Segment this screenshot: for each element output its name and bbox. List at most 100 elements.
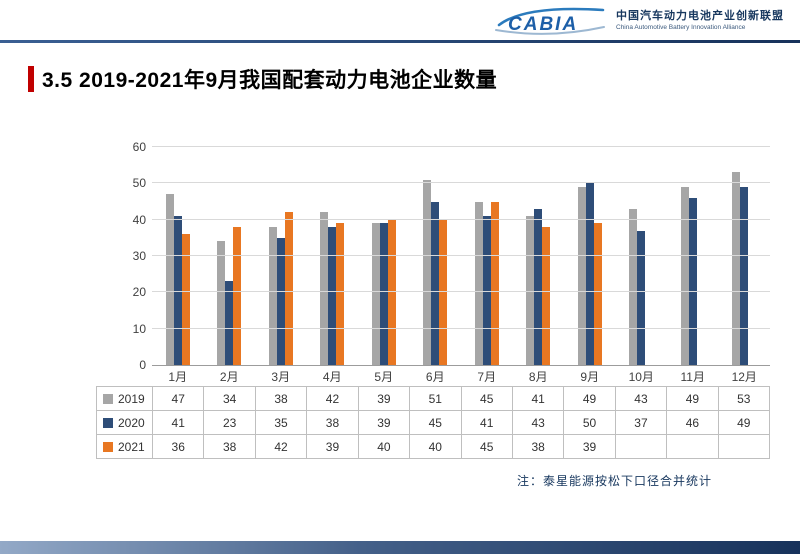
- legend-label-2020: 2020: [118, 415, 145, 430]
- bar-2020-9月: [585, 183, 594, 365]
- org-name-cn: 中国汽车动力电池产业创新联盟: [616, 10, 784, 23]
- x-axis-label-7月: 7月: [477, 369, 497, 384]
- x-axis-label-8月: 8月: [528, 369, 548, 384]
- header: CABIA 中国汽车动力电池产业创新联盟 China Automotive Ba…: [0, 0, 800, 40]
- table-value-2020-11月: 46: [667, 411, 719, 435]
- bar-group-3月: [255, 148, 307, 365]
- table-value-2020-5月: 39: [358, 411, 411, 435]
- page-title: 3.5 2019-2021年9月我国配套动力电池企业数量: [42, 69, 498, 92]
- legend-swatch-2019: [103, 393, 113, 404]
- bar-group-8月: [513, 148, 565, 365]
- table-value-2021-9月: 39: [564, 435, 616, 459]
- table-value-2019-6月: 51: [410, 387, 462, 411]
- bar-2020-3月: [276, 237, 285, 365]
- table-value-2021-2月: 38: [204, 435, 256, 459]
- bar-2019-9月: [577, 186, 586, 365]
- x-axis-label-9月: 9月: [580, 369, 600, 384]
- table-value-2021-8月: 38: [512, 435, 565, 459]
- bar-2020-8月: [534, 208, 543, 365]
- y-axis-tick-50: 50: [132, 176, 146, 191]
- bar-group-12月: [719, 148, 771, 365]
- bar-group-5月: [358, 148, 410, 365]
- bar-2019-3月: [268, 226, 277, 365]
- gridline-60: [152, 146, 770, 147]
- bar-2019-4月: [320, 212, 329, 365]
- title-row: 3.5 2019-2021年9月我国配套动力电池企业数量: [28, 64, 497, 94]
- table-value-2020-10月: 37: [615, 411, 668, 435]
- table-value-2019-5月: 39: [358, 387, 411, 411]
- table-value-2019-8月: 41: [512, 387, 565, 411]
- y-axis-tick-30: 30: [132, 249, 146, 263]
- gridline-30: [152, 255, 770, 256]
- gridline-10: [152, 327, 770, 329]
- org-name-en: China Automotive Battery Innovation Alli…: [616, 23, 746, 31]
- bar-2020-5月: [379, 223, 388, 365]
- bar-groups: [152, 148, 770, 365]
- legend-2021: 2021: [97, 435, 153, 459]
- bar-2021-7月: [490, 201, 499, 365]
- bar-2020-11月: [688, 197, 697, 365]
- legend-2020: 2020: [97, 411, 153, 435]
- plot-area: 0 10 20 30 40 50 60: [133, 140, 770, 372]
- table-value-2019-9月: 49: [564, 387, 616, 411]
- bar-2019-12月: [732, 172, 741, 365]
- x-axis-label-5月: 5月: [374, 369, 394, 384]
- table-value-2019-2月: 34: [204, 387, 256, 411]
- bar-2019-10月: [629, 208, 638, 365]
- bar-group-4月: [307, 148, 359, 365]
- bar-2019-11月: [680, 186, 689, 365]
- legend-swatch-2020: [103, 417, 113, 428]
- table-value-2021-12月: [718, 435, 770, 459]
- y-axis-tick-20: 20: [132, 285, 146, 300]
- table-value-2021-3月: 42: [255, 435, 308, 459]
- bar-2019-8月: [526, 216, 535, 365]
- logo-text: CABIA: [508, 14, 578, 35]
- bar-2020-7月: [482, 216, 491, 365]
- x-axis-label-12月: 12月: [731, 369, 757, 384]
- gridline-40: [152, 218, 770, 220]
- x-axis-label-2月: 2月: [219, 369, 239, 384]
- bar-group-11月: [667, 148, 719, 365]
- table-value-2020-1月: 41: [153, 411, 205, 435]
- bar-group-6月: [410, 148, 462, 365]
- bar-2021-9月: [593, 223, 602, 365]
- y-axis-tick-0: 0: [139, 358, 146, 372]
- table-value-2021-6月: 40: [410, 435, 462, 459]
- legend-2019: 2019: [97, 387, 153, 411]
- bar-group-2月: [204, 148, 256, 365]
- gridline-50: [152, 182, 770, 184]
- table-value-2019-3月: 38: [255, 387, 308, 411]
- bar-2019-1月: [165, 194, 174, 365]
- bar-2021-1月: [181, 234, 190, 365]
- table-value-2021-5月: 40: [358, 435, 411, 459]
- table-value-2020-2月: 23: [204, 411, 256, 435]
- title-accent-bar: [28, 66, 34, 92]
- bar-2020-4月: [328, 226, 337, 365]
- table-value-2021-4月: 39: [307, 435, 359, 459]
- header-divider: [0, 40, 800, 43]
- chart-data-table: 2019 47 34 38 42 39 51 45 41 49 43 49 53 2020 41 23 35 38…: [96, 386, 770, 459]
- legend-label-2021: 2021: [118, 439, 145, 454]
- legend-swatch-2021: [103, 441, 113, 452]
- bar-group-10月: [616, 148, 668, 365]
- y-axis-tick-60: 60: [132, 140, 146, 154]
- table-value-2020-12月: 49: [718, 411, 770, 435]
- table-value-2020-4月: 38: [307, 411, 359, 435]
- table-value-2019-4月: 42: [307, 387, 359, 411]
- table-value-2019-1月: 47: [153, 387, 205, 411]
- x-axis-label-11月: 11月: [680, 369, 705, 384]
- bar-2019-6月: [423, 179, 432, 365]
- table-value-2021-11月: [667, 435, 719, 459]
- x-axis-label-4月: 4月: [322, 369, 342, 384]
- table-value-2019-10月: 43: [615, 387, 668, 411]
- logo-block: CABIA 中国汽车动力电池产业创新联盟 China Automotive Ba…: [491, 4, 784, 38]
- x-axis-label-6月: 6月: [425, 369, 445, 384]
- bar-2020-10月: [637, 230, 646, 365]
- bar-2020-6月: [431, 201, 440, 365]
- x-axis-label-10月: 10月: [628, 369, 654, 384]
- table-value-2020-9月: 50: [564, 411, 616, 435]
- footer-bar: [0, 541, 800, 554]
- table-value-2020-6月: 45: [410, 411, 462, 435]
- table-value-2020-7月: 41: [461, 411, 513, 435]
- table-value-2020-3月: 35: [255, 411, 308, 435]
